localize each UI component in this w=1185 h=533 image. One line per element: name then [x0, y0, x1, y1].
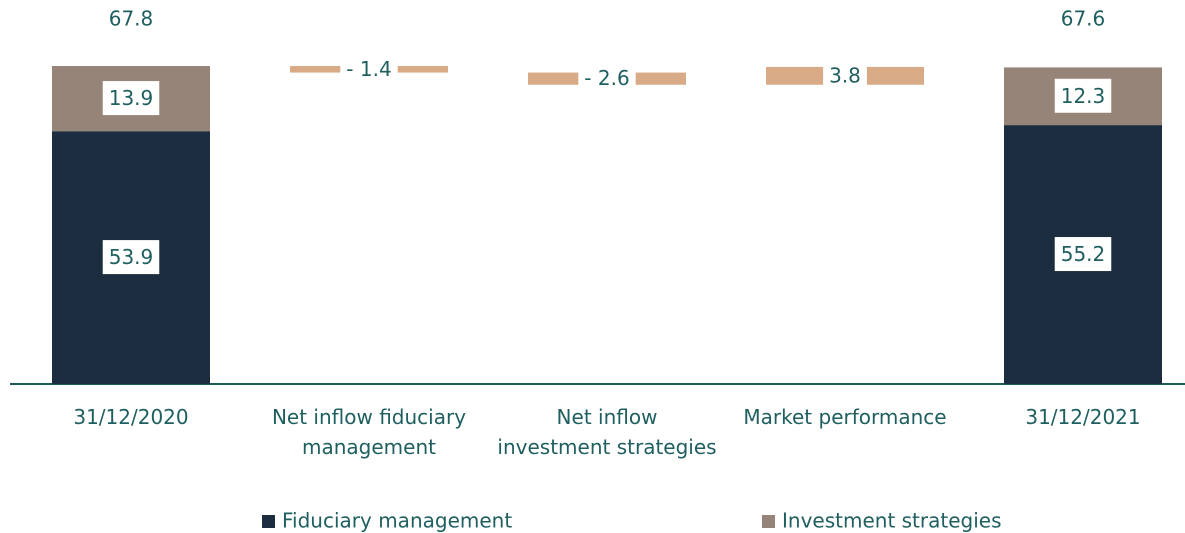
- total-label: 67.8: [109, 7, 154, 31]
- legend-swatch: [262, 515, 275, 528]
- change-label-box: [823, 58, 867, 93]
- segment-label-box: [102, 81, 160, 116]
- segment-label-box: [1054, 78, 1112, 113]
- segment-label: 53.9: [109, 245, 154, 269]
- segment-label: 12.3: [1061, 84, 1106, 108]
- change-label-box: [340, 51, 398, 86]
- change-label: - 1.4: [346, 57, 391, 81]
- legend-label: Fiduciary management: [282, 509, 512, 533]
- change-label-box: [578, 61, 636, 96]
- legend-label: Investment strategies: [782, 509, 1002, 533]
- segment-label: 13.9: [109, 86, 154, 110]
- segment-label-box: [102, 240, 160, 275]
- x-tick-label: Net inflow investment strategies: [497, 405, 717, 459]
- change-label: - 2.6: [584, 66, 629, 90]
- total-label: 67.6: [1061, 7, 1106, 31]
- x-tick-label: Market performance: [743, 405, 947, 429]
- x-tick-label: 31/12/2021: [1025, 405, 1141, 429]
- change-label: 3.8: [829, 63, 861, 87]
- x-tick-label: 31/12/2020: [73, 405, 189, 429]
- x-tick-label: Net inflow fiduciary management: [271, 405, 467, 459]
- legend-swatch: [762, 515, 775, 528]
- segment-label: 55.2: [1061, 242, 1106, 266]
- segment-label-box: [1054, 237, 1112, 272]
